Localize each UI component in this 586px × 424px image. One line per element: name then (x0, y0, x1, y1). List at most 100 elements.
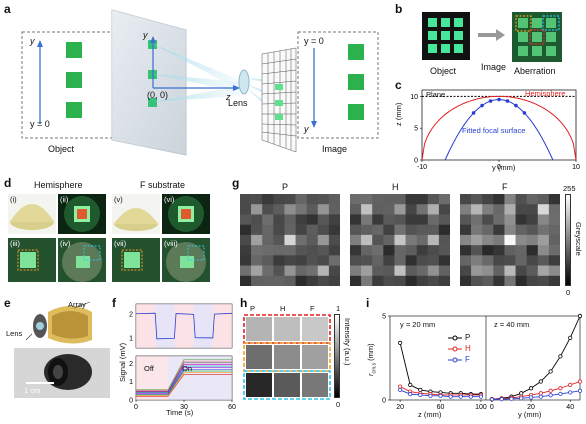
heat-cell (526, 214, 539, 225)
heat-cell (427, 245, 440, 256)
i-right-point (538, 391, 543, 396)
heat-cell (493, 265, 505, 277)
i-right-line-H (491, 381, 581, 400)
h-col-f: F (310, 304, 315, 313)
heat-cell (383, 194, 395, 205)
greyscale-map-h (350, 194, 451, 287)
heat-cell (537, 245, 550, 256)
heat-cell (504, 194, 516, 205)
c-focal-point (488, 99, 493, 103)
panel-a-letter: a (4, 2, 11, 16)
object-y0-label: y = 0 (30, 119, 50, 129)
heat-cell (482, 275, 494, 287)
legend-p: P (465, 333, 471, 342)
heat-cell (504, 234, 516, 246)
heat-cell (372, 204, 384, 215)
heat-cell (548, 204, 561, 215)
c-xtick-label: 0 (497, 164, 501, 171)
heat-cell (284, 204, 296, 215)
heat-cell (350, 214, 362, 225)
i-right-xtick-label: 20 (527, 404, 535, 411)
d-photo-vii (112, 238, 160, 282)
heat-cell (394, 255, 406, 266)
heat-cell (504, 245, 516, 256)
heat-cell (460, 275, 472, 287)
heat-cell (273, 265, 285, 277)
f-off-window (212, 304, 232, 348)
g-cb-max: 255 (563, 184, 576, 193)
panel-h-letter: h (240, 296, 248, 310)
heat-cell (251, 194, 263, 205)
aberration-image (512, 12, 562, 62)
c-ytick-label: 5 (414, 126, 418, 133)
heat-cell (438, 224, 451, 236)
heat-cell (427, 275, 440, 287)
c-xtick-label: -10 (417, 164, 427, 171)
heat-cell (350, 255, 362, 266)
heat-cell (284, 265, 296, 277)
heat-cell (284, 224, 296, 236)
heat-cell (295, 255, 307, 266)
scale-bar (26, 382, 54, 384)
heat-cell (284, 255, 296, 266)
i-left-xtick-label: 20 (396, 404, 404, 411)
i-left-point (428, 393, 433, 398)
intensity-cell (302, 373, 328, 397)
object-grid-image (422, 12, 470, 60)
heat-cell (515, 275, 527, 287)
heat-cell (328, 224, 341, 236)
heat-cell (515, 214, 527, 225)
c-focal-point (497, 97, 501, 102)
heat-cell (273, 224, 285, 236)
c-xlabel: y (mm) (492, 163, 516, 172)
heat-cell (306, 204, 319, 215)
i-right-point (568, 382, 573, 387)
f-bottom-trace (136, 362, 232, 392)
heat-cell (372, 265, 384, 277)
heat-cell (548, 265, 561, 277)
heat-cell (504, 265, 516, 277)
g-cb-min: 0 (566, 288, 571, 297)
d-tag-vii: (vii) (114, 239, 127, 248)
heat-cell (416, 234, 429, 246)
heat-cell (361, 214, 373, 225)
heat-cell (471, 204, 483, 215)
i-left-point (398, 384, 403, 389)
heat-cell (493, 245, 505, 256)
heat-cell (306, 245, 319, 256)
image-arrow-icon (478, 29, 505, 41)
heat-cell (438, 265, 451, 277)
heat-cell (262, 265, 274, 277)
i-right-line-F (491, 390, 581, 400)
heat-cell (493, 234, 505, 246)
image-square-2 (348, 74, 364, 90)
heat-cell (427, 204, 440, 215)
panel-d-letter: d (4, 176, 12, 190)
heat-cell (460, 214, 472, 225)
heat-cell (493, 224, 505, 236)
f-off-window (136, 304, 156, 348)
i-right-title: z = 40 mm (494, 320, 530, 329)
heat-cell (515, 204, 527, 215)
heat-cell (350, 265, 362, 277)
heat-cell (383, 234, 395, 246)
image-box (297, 31, 379, 139)
heat-cell (548, 194, 561, 205)
i-right-point (558, 354, 563, 359)
signal-chart: 0 30 60 1 2 0 1 2 (129, 303, 236, 410)
image-y0-label: y = 0 (304, 36, 324, 46)
d-photo-v (112, 194, 160, 234)
heat-cell (361, 224, 373, 236)
heat-cell (471, 245, 483, 256)
heat-cell (438, 234, 451, 246)
i-left-point (398, 387, 403, 393)
greyscale-map-f (460, 194, 561, 287)
heat-cell (350, 234, 362, 246)
heat-cell (537, 255, 550, 266)
heat-cell (383, 204, 395, 215)
heat-cell (251, 214, 263, 225)
heat-cell (251, 224, 263, 236)
heat-cell (306, 194, 319, 205)
i-right-point (519, 396, 524, 401)
heat-cell (427, 234, 440, 246)
